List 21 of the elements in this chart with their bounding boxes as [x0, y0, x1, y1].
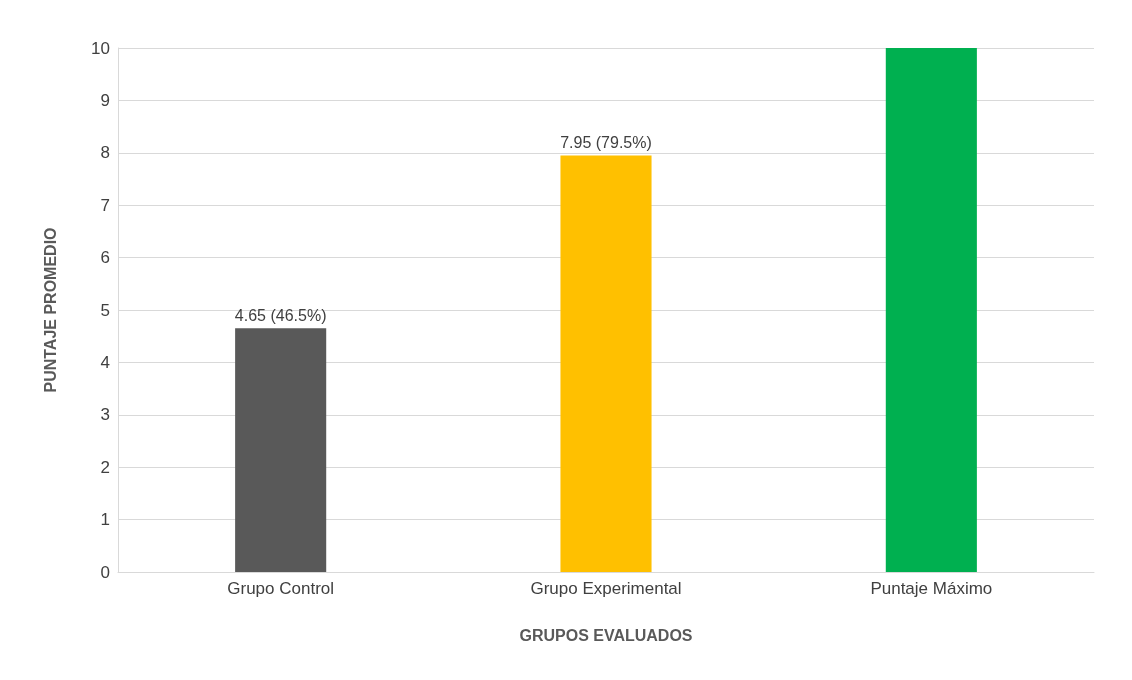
y-tick-label: 8 — [100, 143, 110, 163]
y-tick-label: 9 — [100, 90, 110, 110]
y-tick-label: 1 — [100, 510, 110, 530]
bar — [560, 155, 652, 572]
x-tick-label: Puntaje Máximo — [870, 579, 993, 598]
bar — [885, 48, 977, 572]
x-tick-label: Grupo Experimental — [530, 579, 682, 598]
y-tick-label: 3 — [100, 405, 110, 425]
y-tick-label: 4 — [100, 352, 110, 372]
x-axis-title: GRUPOS EVALUADOS — [519, 626, 693, 644]
y-tick-label: 7 — [100, 195, 110, 215]
y-tick-label: 10 — [91, 38, 110, 58]
y-tick-label: 5 — [100, 300, 110, 320]
x-tick-label: Grupo Control — [227, 579, 335, 598]
y-tick-label: 0 — [100, 562, 110, 582]
bar — [235, 328, 327, 572]
data-label: 7.95 (79.5%) — [560, 133, 652, 151]
data-label: 4.65 (46.5%) — [234, 306, 327, 324]
y-tick-label: 6 — [100, 248, 110, 268]
y-axis-title: PUNTAJE PROMEDIO — [41, 227, 59, 393]
y-tick-label: 2 — [100, 457, 110, 477]
